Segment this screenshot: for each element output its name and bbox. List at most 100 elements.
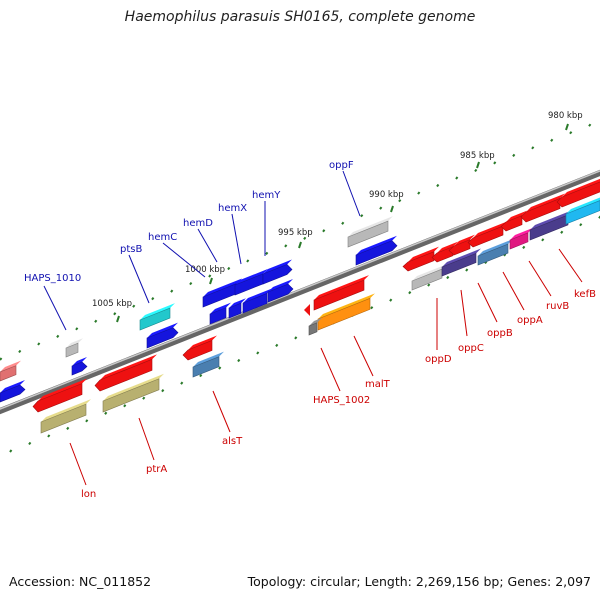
ruler-label-980: 980 kbp	[548, 111, 583, 121]
gene-lon	[32, 378, 87, 413]
genome-backbone-highlight	[0, 170, 600, 410]
gene-lon-lower	[40, 399, 91, 434]
gene-hemX	[262, 259, 293, 285]
grid-dash	[474, 168, 478, 173]
svg-text:ptrA: ptrA	[146, 464, 167, 475]
gene-HAPS_1002-marker	[304, 304, 310, 316]
grid-dash	[0, 357, 3, 361]
label-hemC: hemC	[148, 232, 206, 278]
grid-dash	[142, 396, 146, 400]
svg-text:oppF: oppF	[329, 160, 354, 171]
grid-dash	[408, 290, 412, 295]
svg-text:ptsB: ptsB	[120, 244, 142, 255]
gene-kefB	[520, 193, 565, 223]
svg-text:oppB: oppB	[487, 328, 513, 339]
grid-dash	[569, 131, 573, 135]
gene-forward-edge	[0, 360, 21, 382]
svg-text:alsT: alsT	[222, 436, 243, 447]
gene-oppD	[402, 246, 439, 272]
svg-text:oppA: oppA	[517, 315, 543, 326]
grid-dash	[37, 342, 41, 346]
upper-grid-line	[0, 123, 592, 361]
label-ptsB: ptsB	[120, 244, 150, 304]
grid-dash	[370, 306, 374, 310]
grid-dash	[151, 297, 155, 301]
grid-dash	[199, 373, 203, 378]
gene-HAPS_1010-upper	[65, 338, 83, 358]
svg-text:lon: lon	[81, 489, 96, 500]
ruler-tick-980: 980 kbp	[548, 111, 583, 131]
gene-hemD-lower	[228, 298, 246, 319]
gene-oppF-upper	[347, 216, 393, 248]
grid-dash	[75, 327, 79, 331]
svg-text:hemY: hemY	[252, 190, 281, 201]
label-hemX: hemX	[218, 203, 247, 265]
gene-hemX-lower	[242, 288, 272, 314]
label-HAPS_1010: HAPS_1010	[24, 273, 81, 331]
gene-oppF	[355, 235, 398, 266]
svg-text:malT: malT	[365, 379, 391, 390]
gene-oppA-lower	[509, 227, 533, 250]
grid-dash	[588, 123, 592, 127]
grid-dash	[427, 283, 431, 287]
grid-dash	[113, 312, 117, 316]
grid-dash	[465, 268, 469, 272]
grid-dash	[398, 198, 402, 203]
gene-kefB-lower	[565, 197, 600, 225]
grid-dash	[275, 343, 279, 347]
grid-dash	[303, 236, 307, 240]
grid-dash	[18, 349, 22, 354]
grid-dash	[550, 138, 554, 142]
grid-dash	[170, 289, 174, 293]
gene-hemY	[267, 279, 294, 303]
grid-dash	[256, 351, 260, 355]
label-ruvB: ruvB	[528, 260, 569, 312]
ruler-tick-995: 995 kbp	[278, 228, 313, 249]
grid-dash	[66, 426, 70, 430]
grid-dash	[417, 191, 421, 195]
grid-dash	[446, 275, 450, 280]
gene-HAPS_1002	[313, 275, 369, 311]
grid-dash	[379, 206, 383, 210]
genome-summary-text: Topology: circular; Length: 2,269,156 bp…	[247, 574, 591, 589]
accession-text: Accession: NC_011852	[9, 574, 152, 589]
gene-features	[0, 178, 600, 434]
grid-dash	[436, 183, 440, 188]
label-oppA: oppA	[502, 271, 543, 326]
grid-dash	[180, 381, 184, 385]
grid-dash	[85, 419, 89, 423]
grid-dash	[531, 146, 535, 150]
label-ptrA: ptrA	[138, 417, 167, 475]
svg-text:hemX: hemX	[218, 203, 247, 214]
grid-dash	[94, 319, 98, 323]
gene-forward-edge-blue	[0, 380, 26, 403]
ruler-tick-1005: 1005 kbp	[92, 299, 132, 323]
grid-dash	[9, 449, 13, 453]
gene-ptsB	[146, 322, 179, 349]
ruler-tick-1000: 1000 kbp	[185, 265, 225, 285]
gene-HAPS_1002-small	[308, 317, 322, 336]
gene-alsT	[182, 335, 217, 361]
grid-dash	[208, 274, 212, 278]
ruler-label-1005: 1005 kbp	[92, 299, 132, 309]
label-lon: lon	[69, 442, 96, 500]
label-oppC: oppC	[458, 289, 484, 354]
ruler-tick-990: 990 kbp	[369, 190, 404, 213]
gene-HAPS_1010	[71, 357, 88, 376]
label-hemD: hemD	[183, 218, 218, 263]
gene-alsT-lower	[192, 351, 224, 378]
grid-dash	[28, 441, 32, 446]
grid-dash	[284, 244, 288, 248]
label-kefB: kefB	[558, 248, 596, 300]
grid-dash	[265, 251, 269, 255]
grid-dash	[227, 266, 231, 271]
grid-dash	[493, 161, 497, 165]
label-malT: malT	[353, 335, 391, 390]
grid-dash	[389, 298, 393, 302]
grid-dash	[560, 230, 564, 234]
ruler-label-995: 995 kbp	[278, 228, 313, 238]
grid-dash	[132, 304, 136, 308]
grid-dash	[237, 358, 241, 363]
